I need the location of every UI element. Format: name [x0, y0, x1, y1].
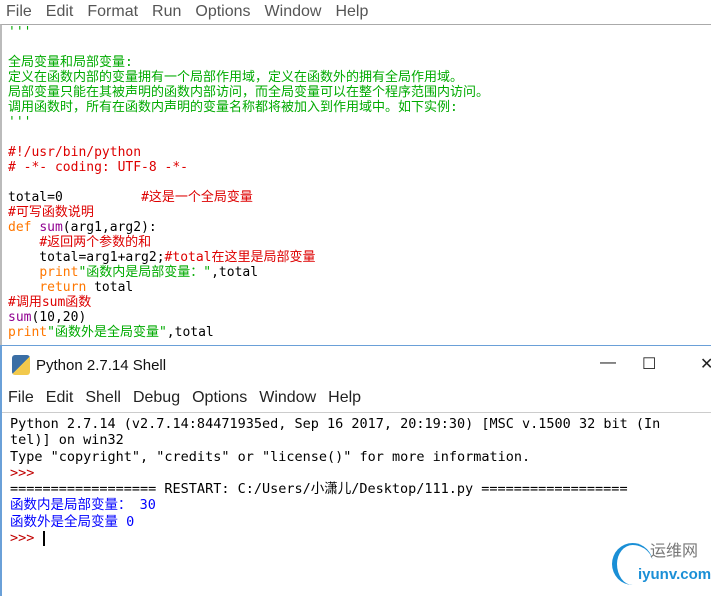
menu-options[interactable]: Options: [192, 389, 248, 406]
shell-window: Python 2.7.14 Shell — ☐ ✕ File Edit Shell D…: [0, 345, 711, 596]
string-token: "函数外是全局变量": [47, 325, 167, 340]
normal-token: [8, 265, 39, 280]
string-token: 定义在函数内部的变量拥有一个局部作用域，定义在函数外的拥有全局作用域。: [8, 70, 464, 85]
menu-format[interactable]: Format: [87, 3, 139, 20]
code-line: 定义在函数内部的变量拥有一个局部作用域，定义在函数外的拥有全局作用域。: [8, 70, 489, 85]
string-token: 局部变量只能在其被声明的函数内部访问，而全局变量可以在整个程序范围内访问。: [8, 85, 490, 100]
normal-token: ,total: [211, 265, 259, 280]
comment-token: #!/usr/bin/python: [8, 145, 142, 160]
normal-token: ,total: [166, 325, 214, 340]
prompt-token: >>>: [10, 464, 35, 481]
code-line: 局部变量只能在其被声明的函数内部访问，而全局变量可以在整个程序范围内访问。: [8, 85, 489, 100]
watermark-logo: 运维网 iyunv.com: [608, 541, 711, 589]
string-token: "函数内是局部变量：": [78, 265, 212, 280]
keyword-token: return: [39, 280, 87, 295]
close-button[interactable]: ✕: [700, 356, 711, 373]
code-line: total=0 #这是一个全局变量: [8, 190, 489, 205]
menu-window[interactable]: Window: [259, 389, 317, 406]
string-token: ''': [8, 115, 32, 130]
code-line: 全局变量和局部变量:: [8, 55, 489, 70]
code-line: ================== RESTART: C:/Users/小潇儿…: [10, 481, 660, 497]
keyword-token: print: [39, 265, 79, 280]
maximize-button[interactable]: ☐: [642, 356, 657, 373]
menu-file[interactable]: File: [8, 389, 34, 406]
code-line: #!/usr/bin/python: [8, 145, 489, 160]
normal-token: Type "copyright", "credits" or "license(…: [10, 448, 531, 465]
keyword-token: print: [8, 325, 48, 340]
menu-help[interactable]: Help: [335, 3, 369, 20]
watermark-en: iyunv.com: [638, 566, 711, 583]
builtin-token: sum: [8, 310, 32, 325]
editor-menu-bar: File Edit Format Run Options Window Help: [0, 0, 711, 24]
code-line: [8, 40, 489, 55]
normal-token: [8, 235, 39, 250]
code-line: >>>: [10, 465, 660, 481]
code-line: # -*- coding: UTF-8 -*-: [8, 160, 489, 175]
code-line: return total: [8, 280, 489, 295]
builtin-token: sum: [39, 220, 63, 235]
normal-token: ================== RESTART: C:/Users/小潇儿…: [10, 481, 628, 498]
shell-menu-bar: File Edit Shell Debug Options Window Help: [2, 384, 711, 413]
menu-shell[interactable]: Shell: [85, 389, 121, 406]
code-line: Type "copyright", "credits" or "license(…: [10, 449, 660, 465]
text-cursor: [42, 531, 45, 547]
string-token: 调用函数时，所有在函数内声明的变量名称都将被加入到作用域中。如下实例:: [8, 100, 458, 115]
normal-token: (10,20): [31, 310, 87, 325]
shell-title-bar[interactable]: Python 2.7.14 Shell — ☐ ✕: [2, 346, 711, 384]
editor-text-area[interactable]: ''' 全局变量和局部变量: 定义在函数内部的变量拥有一个局部作用域，定义在函数外的…: [0, 24, 711, 345]
comment-token: #这是一个全局变量: [141, 190, 253, 205]
comment-token: #调用sum函数: [8, 295, 92, 310]
code-line: #可写函数说明: [8, 205, 489, 220]
menu-edit[interactable]: Edit: [45, 3, 74, 20]
menu-options[interactable]: Options: [195, 3, 251, 20]
output-token: 函数内是局部变量： 30: [10, 497, 156, 514]
comment-token: # -*- coding: UTF-8 -*-: [8, 160, 189, 175]
code-line: 函数外是全局变量 0: [10, 514, 660, 530]
editor-code[interactable]: ''' 全局变量和局部变量: 定义在函数内部的变量拥有一个局部作用域，定义在函数外的…: [8, 25, 489, 340]
code-line: def sum(arg1,arg2):: [8, 220, 489, 235]
menu-run[interactable]: Run: [152, 3, 182, 20]
python-icon: [12, 355, 30, 375]
string-token: 全局变量和局部变量:: [8, 55, 133, 70]
code-line: #返回两个参数的和: [8, 235, 489, 250]
code-line: ''': [8, 115, 489, 130]
normal-token: (arg1,arg2):: [62, 220, 157, 235]
normal-token: total=0: [8, 190, 142, 205]
normal-token: total: [86, 280, 134, 295]
normal-token: tel)] on win32: [10, 432, 124, 449]
normal-token: [8, 280, 39, 295]
shell-output[interactable]: Python 2.7.14 (v2.7.14:84471935ed, Sep 1…: [10, 416, 660, 547]
normal-token: Python 2.7.14 (v2.7.14:84471935ed, Sep 1…: [10, 416, 661, 432]
code-line: tel)] on win32: [10, 432, 660, 448]
minimize-button[interactable]: —: [600, 354, 616, 371]
menu-window[interactable]: Window: [264, 3, 322, 20]
code-line: ''': [8, 25, 489, 40]
comment-token: #可写函数说明: [8, 205, 94, 220]
code-line: total=arg1+arg2;#total在这里是局部变量: [8, 250, 489, 265]
watermark-cn: 运维网: [650, 543, 699, 560]
code-line: print"函数外是全局变量",total: [8, 325, 489, 340]
keyword-token: def: [8, 220, 40, 235]
menu-help[interactable]: Help: [328, 389, 362, 406]
code-line: 函数内是局部变量： 30: [10, 497, 660, 513]
code-line: >>>: [10, 530, 660, 547]
code-line: print"函数内是局部变量：",total: [8, 265, 489, 280]
code-line: [8, 130, 489, 145]
menu-debug[interactable]: Debug: [132, 389, 181, 406]
comment-token: #返回两个参数的和: [39, 235, 152, 250]
normal-token: total=arg1+arg2;: [8, 250, 165, 265]
code-line: #调用sum函数: [8, 295, 489, 310]
menu-file[interactable]: File: [6, 3, 32, 20]
prompt-token: >>>: [10, 530, 43, 547]
shell-title: Python 2.7.14 Shell: [36, 356, 167, 374]
output-token: 函数外是全局变量 0: [10, 513, 135, 530]
code-line: sum(10,20): [8, 310, 489, 325]
string-token: ''': [8, 25, 32, 40]
code-line: Python 2.7.14 (v2.7.14:84471935ed, Sep 1…: [10, 416, 660, 432]
code-line: [8, 175, 489, 190]
logo-arc-icon: [612, 543, 653, 585]
menu-edit[interactable]: Edit: [45, 389, 74, 406]
comment-token: #total在这里是局部变量: [164, 250, 316, 265]
code-line: 调用函数时，所有在函数内声明的变量名称都将被加入到作用域中。如下实例:: [8, 100, 489, 115]
